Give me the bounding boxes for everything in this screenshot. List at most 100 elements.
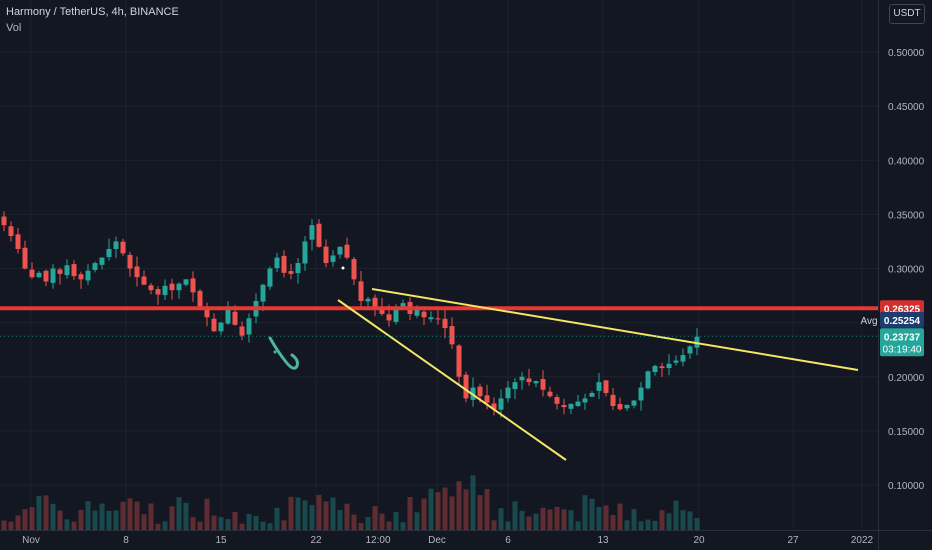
volume-bar bbox=[414, 512, 420, 530]
volume-bar bbox=[463, 489, 469, 530]
candle-body bbox=[57, 269, 63, 274]
candle-body bbox=[365, 298, 371, 302]
candle-body bbox=[652, 365, 658, 373]
volume-bar bbox=[302, 500, 308, 530]
x-tick-label: 12:00 bbox=[365, 535, 390, 546]
volume-bar bbox=[281, 520, 287, 530]
avg-price-text: 0.25254 bbox=[884, 316, 921, 327]
volume-bar bbox=[113, 510, 119, 530]
y-tick-label: 0.20000 bbox=[888, 373, 925, 384]
candle-body bbox=[183, 279, 189, 285]
volume-bar bbox=[484, 488, 490, 530]
candle-body bbox=[15, 234, 21, 250]
volume-bar bbox=[582, 495, 588, 530]
candle-body bbox=[99, 257, 105, 265]
avg-label-text: Avg bbox=[860, 316, 877, 327]
lower-trendline bbox=[337, 299, 567, 461]
y-tick-label: 0.15000 bbox=[888, 427, 925, 438]
volume-bar bbox=[358, 522, 364, 530]
candle-body bbox=[204, 308, 210, 318]
candle-body bbox=[78, 274, 84, 280]
volume-bar bbox=[617, 503, 623, 530]
volume-bar bbox=[309, 504, 315, 530]
volume-bar bbox=[50, 503, 56, 530]
candle-body bbox=[631, 400, 637, 406]
candle-body bbox=[505, 387, 511, 399]
candle-body bbox=[568, 403, 574, 409]
candle-body bbox=[498, 398, 504, 410]
candle-body bbox=[596, 382, 602, 391]
currency-button[interactable]: USDT bbox=[889, 4, 925, 24]
volume-bar bbox=[372, 506, 378, 530]
volume-bar bbox=[15, 515, 21, 530]
countdown-text: 03:19:40 bbox=[883, 344, 922, 355]
candle-body bbox=[603, 380, 609, 393]
volume-bar bbox=[218, 517, 224, 530]
candle-body bbox=[484, 395, 490, 403]
candle-body bbox=[575, 401, 581, 406]
candle-body bbox=[687, 346, 693, 354]
candle-body bbox=[22, 247, 28, 269]
volume-bar bbox=[554, 506, 560, 530]
volume-bar bbox=[239, 523, 245, 530]
candle-body bbox=[281, 255, 287, 273]
volume-bar bbox=[246, 513, 252, 530]
volume-bar bbox=[365, 517, 371, 530]
candle-body bbox=[449, 326, 455, 345]
volume-bar bbox=[232, 511, 238, 530]
volume-bar bbox=[92, 510, 98, 530]
volume-bar bbox=[456, 481, 462, 530]
volume-bar bbox=[127, 498, 133, 530]
candle-body bbox=[85, 270, 91, 281]
candle-body bbox=[617, 404, 623, 410]
volume-bar bbox=[71, 521, 77, 530]
candle-body bbox=[442, 318, 448, 329]
candle-body bbox=[379, 306, 385, 314]
candle-body bbox=[127, 254, 133, 269]
volume-bar bbox=[491, 520, 497, 530]
volume-bar bbox=[596, 506, 602, 530]
candle-body bbox=[190, 278, 196, 293]
candle-body bbox=[561, 405, 567, 408]
marker-dot bbox=[341, 266, 345, 270]
volume-bar bbox=[631, 509, 637, 530]
volume-bar bbox=[22, 509, 28, 530]
candle-body bbox=[645, 371, 651, 389]
volume-bar bbox=[169, 506, 175, 530]
volume-bar bbox=[666, 513, 672, 530]
candle-body bbox=[351, 259, 357, 280]
volume-bar bbox=[652, 520, 658, 530]
volume-bar bbox=[211, 515, 217, 530]
candle-body bbox=[218, 322, 224, 332]
candle-body bbox=[288, 271, 294, 274]
volume-bar bbox=[190, 517, 196, 530]
candle-body bbox=[393, 309, 399, 322]
volume-bar bbox=[225, 519, 231, 530]
volume-bar bbox=[694, 517, 700, 530]
x-tick-label: 20 bbox=[693, 535, 705, 546]
candle-body bbox=[582, 398, 588, 403]
x-tick-label: Dec bbox=[428, 535, 446, 546]
candle-body bbox=[589, 392, 595, 397]
volume-bar bbox=[351, 514, 357, 530]
volume-bar bbox=[470, 475, 476, 530]
candle-body bbox=[435, 318, 441, 320]
x-tick-label: Nov bbox=[22, 535, 40, 546]
candle-body bbox=[386, 314, 392, 321]
candle-body bbox=[169, 283, 175, 291]
candle-body bbox=[267, 268, 273, 287]
volume-bar bbox=[1, 520, 7, 530]
x-tick-label: 8 bbox=[123, 535, 129, 546]
volume-bar bbox=[400, 522, 406, 530]
candle-body bbox=[1, 216, 7, 226]
volume-bar bbox=[344, 503, 350, 530]
volume-bar bbox=[120, 501, 126, 530]
volume-bar bbox=[106, 510, 112, 530]
candle-body bbox=[29, 269, 35, 278]
volume-bar bbox=[274, 507, 280, 530]
volume-bar bbox=[547, 509, 553, 530]
y-tick-label: 0.45000 bbox=[888, 102, 925, 113]
symbol-title: Harmony / TetherUS, 4h, BINANCE bbox=[6, 6, 179, 18]
candle-body bbox=[428, 317, 434, 320]
